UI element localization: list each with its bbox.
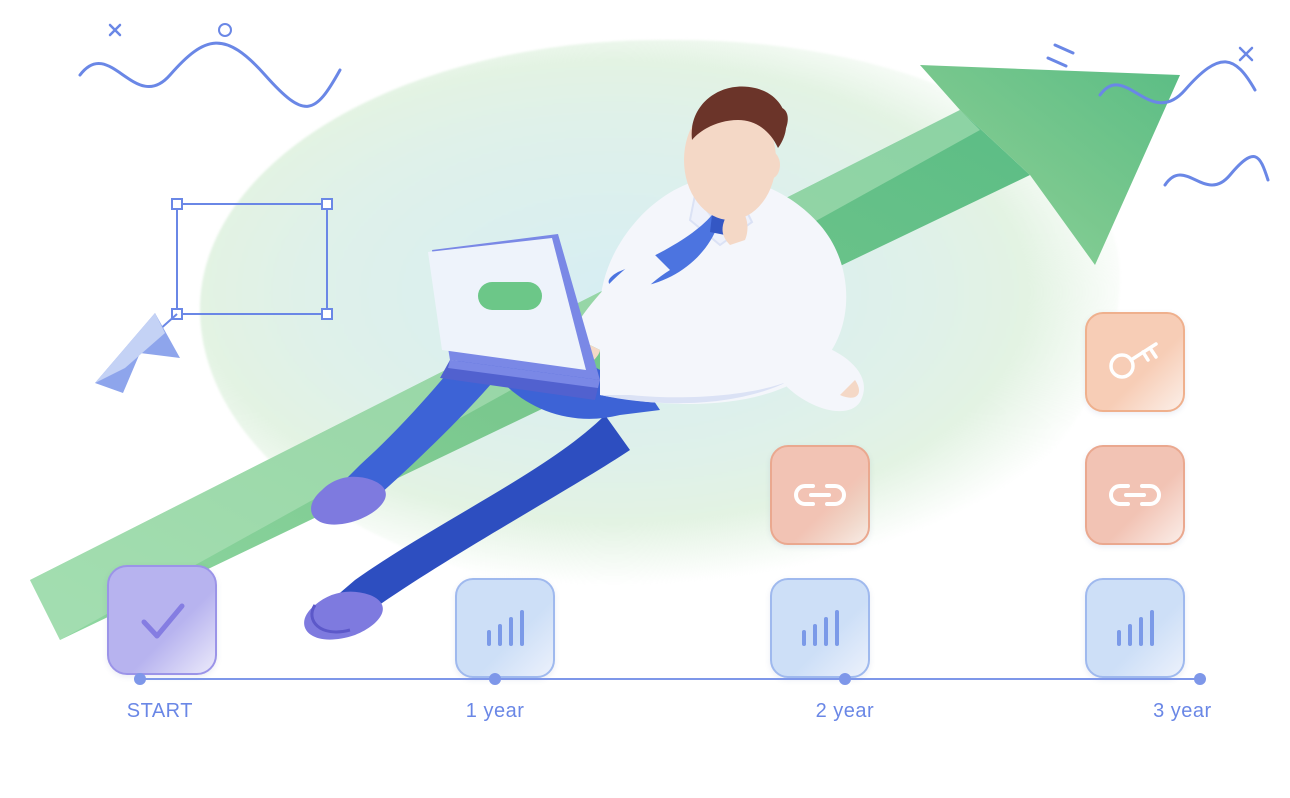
tile-year2-link bbox=[770, 445, 870, 545]
timeline-line bbox=[140, 678, 1200, 680]
laptop-icon bbox=[428, 234, 600, 400]
timeline-dot bbox=[489, 673, 501, 685]
cursor-icon bbox=[95, 313, 180, 393]
check-icon bbox=[132, 590, 192, 650]
tile-year3-key bbox=[1085, 312, 1185, 412]
timeline-label: 2 year bbox=[816, 700, 875, 723]
tile-start-check bbox=[107, 565, 217, 675]
tile-year3-link bbox=[1085, 445, 1185, 545]
key-icon bbox=[1104, 340, 1166, 384]
squiggle-right bbox=[1160, 150, 1270, 205]
link-icon bbox=[1106, 476, 1164, 514]
timeline-dot bbox=[1194, 673, 1206, 685]
tile-year2-bars bbox=[770, 578, 870, 678]
timeline-label: START bbox=[127, 700, 193, 723]
bars-icon bbox=[479, 602, 531, 654]
tile-year3-bars bbox=[1085, 578, 1185, 678]
person-illustration bbox=[300, 50, 940, 650]
timeline: START1 year2 year3 year bbox=[140, 668, 1200, 738]
bars-icon bbox=[794, 602, 846, 654]
squiggle-top-right bbox=[1040, 30, 1270, 140]
timeline-dot bbox=[839, 673, 851, 685]
bars-icon bbox=[1109, 602, 1161, 654]
timeline-label: 1 year bbox=[466, 700, 525, 723]
infographic-canvas: START 1 year 2 year 3 year bbox=[0, 0, 1290, 798]
timeline-label: 3 year bbox=[1153, 700, 1212, 723]
tile-year1-bars bbox=[455, 578, 555, 678]
link-icon bbox=[791, 476, 849, 514]
timeline-dot bbox=[134, 673, 146, 685]
